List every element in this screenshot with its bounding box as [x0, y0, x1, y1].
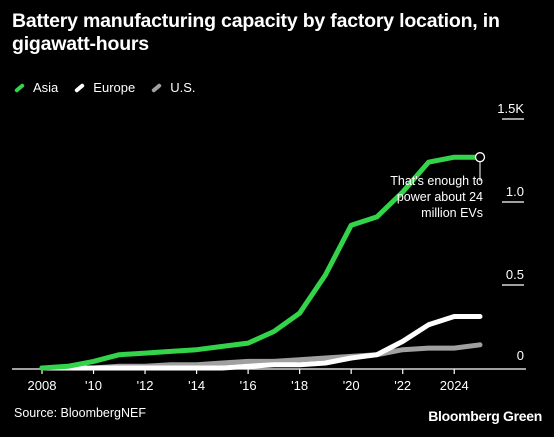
annotation-text: That's enough to: [390, 174, 483, 188]
series-line-asia: [39, 154, 483, 371]
legend-item: Asia: [14, 80, 58, 95]
x-tick-label: 2024: [440, 378, 469, 393]
y-tick-label: 0: [517, 348, 524, 363]
brand-logo: Bloomberg Green: [428, 408, 542, 424]
x-tick-label: '22: [394, 378, 411, 393]
x-tick-label: '16: [240, 378, 257, 393]
annotation-marker: [474, 152, 486, 163]
y-tick-label: 1.5K: [497, 101, 524, 116]
annotation-text: million EVs: [421, 206, 483, 220]
legend-label: Asia: [33, 80, 59, 95]
chart-title: Battery manufacturing capacity by factor…: [12, 10, 500, 55]
x-tick-label: '12: [137, 378, 154, 393]
legend-label: Europe: [93, 80, 136, 95]
x-tick-label: '10: [85, 378, 102, 393]
y-tick-label: 1.0: [506, 184, 524, 199]
legend-item: Europe: [74, 80, 135, 95]
legend-item: U.S.: [151, 80, 196, 95]
x-tick-label: '14: [188, 378, 205, 393]
x-tick-label: 2008: [28, 378, 57, 393]
annotation-text: power about 24: [397, 190, 483, 204]
x-tick-label: '20: [343, 378, 360, 393]
y-tick-label: 0.5: [506, 267, 524, 282]
legend-label: U.S.: [170, 80, 196, 95]
series-line-europe: [39, 314, 483, 371]
legend: Asia Europe U.S.: [14, 80, 212, 95]
x-tick-label: '18: [291, 378, 308, 393]
source-note: Source: BloombergNEF: [14, 406, 147, 420]
